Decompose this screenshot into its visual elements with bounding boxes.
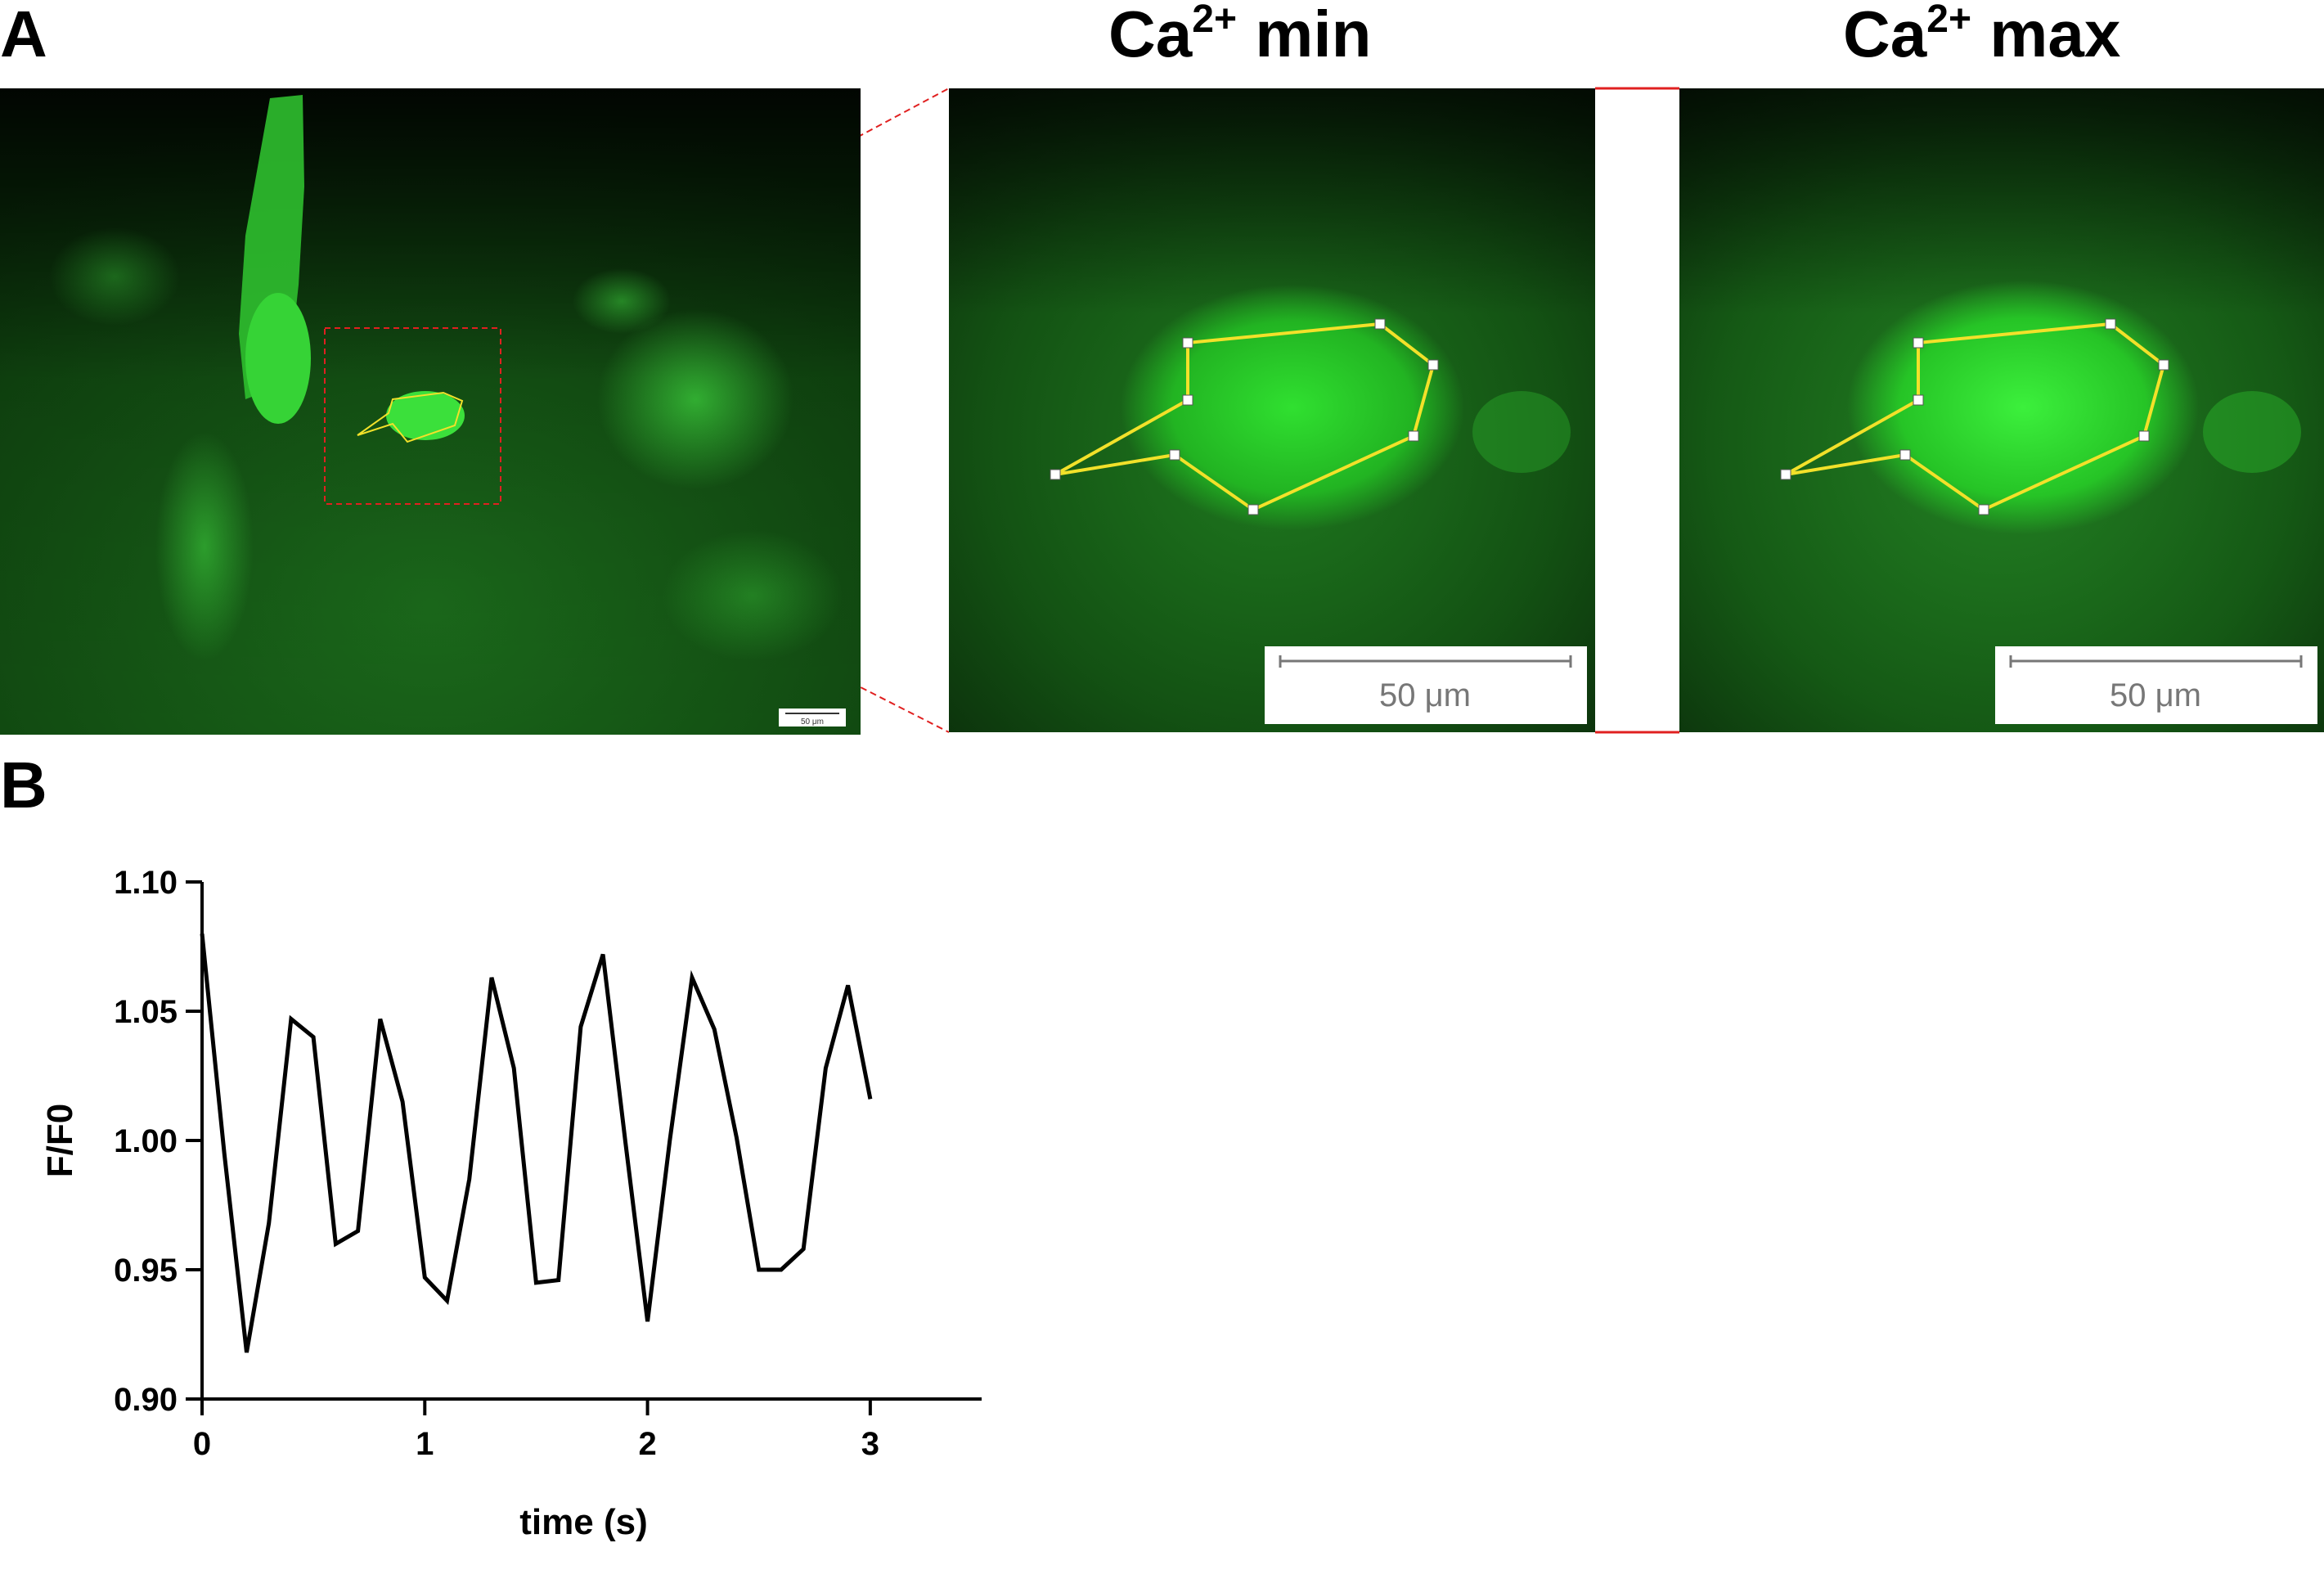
title-ca-min: Ca2+ min (1108, 0, 1372, 70)
y-tick-label: 1.00 (114, 1123, 178, 1159)
overview-scalebar-label: 50 μm (801, 718, 824, 727)
y-tick-label: 0.95 (114, 1253, 178, 1289)
x-axis-label: time (s) (519, 1502, 647, 1542)
panel-a-letter: A (0, 0, 47, 70)
x-tick-label: 3 (861, 1426, 879, 1462)
y-axis-label: F/F0 (40, 1104, 80, 1177)
zoom-min-scalebar-box (1265, 646, 1587, 724)
y-tick-label: 1.05 (114, 994, 178, 1030)
zoom-connector-lines (500, 87, 1679, 734)
y-tick-label: 1.10 (114, 865, 178, 901)
overview-micrograph: 50 μm (0, 88, 861, 735)
x-tick-label: 2 (638, 1426, 656, 1462)
y-tick-label: 0.90 (114, 1382, 178, 1418)
x-tick-label: 0 (193, 1426, 211, 1462)
x-tick-label: 1 (416, 1426, 434, 1462)
zoom-max-scalebar-label: 50 μm (2110, 677, 2201, 713)
zoom-micrograph-max: 50 μm (1679, 88, 2324, 732)
ff0-series-line (200, 933, 873, 1353)
title-ca-max: Ca2+ max (1843, 0, 2121, 70)
ff0-time-chart: 0.90 0.95 1.00 1.05 1.10 0 1 2 3 time (s) F/F0 (40, 865, 982, 1542)
zoom-micrograph-min: 50 μm (949, 88, 1595, 732)
zoom-max-scalebar-box (1995, 646, 2317, 724)
zoom-min-scalebar-label: 50 μm (1379, 677, 1471, 713)
panel-b-letter: B (0, 749, 47, 821)
